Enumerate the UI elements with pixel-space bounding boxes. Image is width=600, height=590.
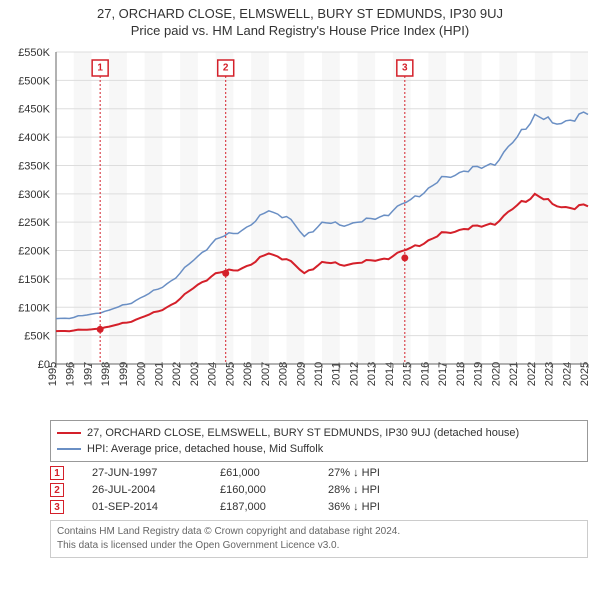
sale-price: £187,000 (220, 501, 300, 513)
sale-marker: 2 (50, 483, 64, 497)
x-tick-label: 2016 (419, 362, 431, 386)
x-tick-label: 2017 (437, 362, 449, 386)
footer-line: This data is licensed under the Open Gov… (57, 539, 581, 553)
x-tick-label: 2011 (331, 362, 343, 386)
sale-row: 2 26-JUL-2004 £160,000 28% ↓ HPI (50, 483, 588, 497)
y-tick-label: £200K (18, 246, 50, 258)
sale-marker: 3 (50, 500, 64, 514)
x-tick-label: 2000 (136, 362, 148, 386)
alt-band (109, 52, 127, 364)
x-tick-label: 2021 (508, 362, 520, 386)
sale-marker: 1 (50, 466, 64, 480)
legend-swatch (57, 432, 81, 434)
sale-delta: 36% ↓ HPI (328, 501, 428, 513)
alt-band (535, 52, 553, 364)
sale-date: 26-JUL-2004 (92, 484, 192, 496)
x-tick-label: 2012 (348, 362, 360, 386)
legend-swatch (57, 448, 81, 450)
x-tick-label: 1996 (65, 362, 77, 386)
x-tick-label: 2003 (189, 362, 201, 386)
x-tick-label: 1998 (100, 362, 112, 386)
alt-band (357, 52, 375, 364)
x-tick-label: 2015 (402, 362, 414, 386)
sale-date: 27-JUN-1997 (92, 467, 192, 479)
line-chart: £0£50K£100K£150K£200K£250K£300K£350K£400… (6, 44, 594, 414)
alt-band (216, 52, 234, 364)
x-tick-label: 2020 (490, 362, 502, 386)
x-tick-label: 1997 (82, 362, 94, 386)
y-tick-label: £350K (18, 160, 50, 172)
page-title: 27, ORCHARD CLOSE, ELMSWELL, BURY ST EDM… (0, 6, 600, 21)
x-tick-label: 2024 (561, 362, 573, 386)
x-tick-label: 2022 (526, 362, 538, 386)
sale-price: £160,000 (220, 484, 300, 496)
marker-number: 2 (223, 63, 229, 74)
x-tick-label: 2013 (366, 362, 378, 386)
sale-price: £61,000 (220, 467, 300, 479)
alt-band (180, 52, 198, 364)
sale-row: 1 27-JUN-1997 £61,000 27% ↓ HPI (50, 466, 588, 480)
x-tick-label: 2002 (171, 362, 183, 386)
x-tick-label: 2010 (313, 362, 325, 386)
x-tick-label: 2008 (278, 362, 290, 386)
sale-delta: 27% ↓ HPI (328, 467, 428, 479)
legend-label: HPI: Average price, detached house, Mid … (87, 441, 323, 457)
x-tick-label: 2009 (295, 362, 307, 386)
legend-label: 27, ORCHARD CLOSE, ELMSWELL, BURY ST EDM… (87, 425, 519, 441)
y-tick-label: £50K (24, 331, 50, 343)
sale-point (97, 326, 104, 333)
legend: 27, ORCHARD CLOSE, ELMSWELL, BURY ST EDM… (50, 420, 588, 462)
y-tick-label: £500K (18, 75, 50, 87)
x-tick-label: 2004 (207, 362, 219, 386)
legend-row: HPI: Average price, detached house, Mid … (57, 441, 581, 457)
alt-band (287, 52, 305, 364)
alt-band (464, 52, 482, 364)
alt-band (322, 52, 340, 364)
sale-date: 01-SEP-2014 (92, 501, 192, 513)
attribution-footer: Contains HM Land Registry data © Crown c… (50, 520, 588, 558)
x-tick-label: 1999 (118, 362, 130, 386)
alt-band (251, 52, 269, 364)
y-tick-label: £100K (18, 302, 50, 314)
alt-band (145, 52, 163, 364)
alt-band (428, 52, 446, 364)
sale-row: 3 01-SEP-2014 £187,000 36% ↓ HPI (50, 500, 588, 514)
x-tick-label: 2018 (455, 362, 467, 386)
sale-point (401, 254, 408, 261)
x-tick-label: 2023 (544, 362, 556, 386)
legend-row: 27, ORCHARD CLOSE, ELMSWELL, BURY ST EDM… (57, 425, 581, 441)
x-tick-label: 1995 (47, 362, 59, 386)
x-tick-label: 2005 (224, 362, 236, 386)
marker-number: 1 (97, 63, 103, 74)
footer-line: Contains HM Land Registry data © Crown c… (57, 525, 581, 539)
y-tick-label: £450K (18, 104, 50, 116)
y-tick-label: £550K (18, 47, 50, 59)
sales-list: 1 27-JUN-1997 £61,000 27% ↓ HPI 2 26-JUL-2004… (0, 466, 600, 514)
x-tick-label: 2014 (384, 362, 396, 386)
x-tick-label: 2007 (260, 362, 272, 386)
x-tick-label: 2019 (473, 362, 485, 386)
marker-number: 3 (402, 63, 408, 74)
x-tick-label: 2025 (579, 362, 591, 386)
title-block: 27, ORCHARD CLOSE, ELMSWELL, BURY ST EDM… (0, 0, 600, 38)
x-tick-label: 2001 (153, 362, 165, 386)
chart-area: £0£50K£100K£150K£200K£250K£300K£350K£400… (6, 44, 594, 414)
y-tick-label: £250K (18, 217, 50, 229)
y-tick-label: £300K (18, 189, 50, 201)
page-subtitle: Price paid vs. HM Land Registry's House … (0, 23, 600, 38)
sale-point (222, 270, 229, 277)
chart-container: 27, ORCHARD CLOSE, ELMSWELL, BURY ST EDM… (0, 0, 600, 590)
y-tick-label: £400K (18, 132, 50, 144)
x-tick-label: 2006 (242, 362, 254, 386)
y-tick-label: £150K (18, 274, 50, 286)
sale-delta: 28% ↓ HPI (328, 484, 428, 496)
